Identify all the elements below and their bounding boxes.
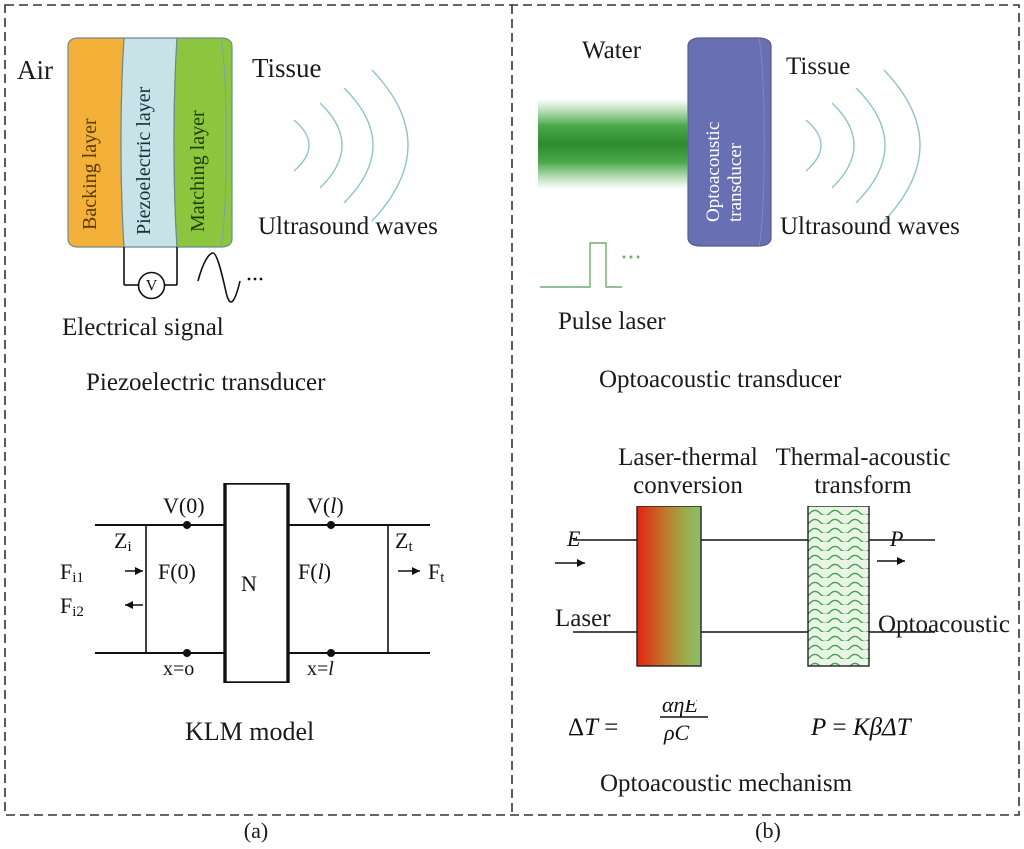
- svg-text:V(0): V(0): [163, 493, 205, 518]
- svg-text:Matching layer: Matching layer: [187, 110, 209, 232]
- svg-text:Fi1: Fi1: [60, 559, 84, 586]
- svg-text:Backing layer: Backing layer: [79, 118, 101, 230]
- svg-text:V(l): V(l): [307, 493, 344, 518]
- svg-text:Zt: Zt: [395, 528, 413, 555]
- svg-text:V: V: [146, 278, 158, 295]
- svg-text:x=l: x=l: [307, 658, 334, 680]
- svg-text:Fi2: Fi2: [60, 593, 84, 620]
- svg-text:P: P: [889, 526, 903, 551]
- svg-text:αηE: αηE: [662, 700, 698, 717]
- svg-text:F(l): F(l): [298, 559, 331, 584]
- svg-text:transducer: transducer: [725, 142, 746, 222]
- svg-text:Ft: Ft: [428, 559, 445, 586]
- svg-text:F(0): F(0): [158, 559, 196, 584]
- svg-text:Optoacoustic: Optoacoustic: [703, 122, 724, 222]
- svg-text:x=o: x=o: [163, 658, 194, 680]
- svg-text:Piezoelectric layer: Piezoelectric layer: [133, 86, 155, 235]
- svg-text:Zi: Zi: [114, 528, 132, 555]
- svg-text:N: N: [241, 571, 257, 596]
- svg-text:ρC: ρC: [663, 720, 690, 745]
- svg-text:P = KβΔT: P = KβΔT: [810, 714, 913, 741]
- svg-text:ΔT =: ΔT =: [568, 714, 618, 741]
- svg-text:E: E: [566, 526, 581, 551]
